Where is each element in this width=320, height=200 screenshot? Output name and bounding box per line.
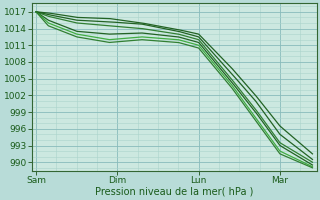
X-axis label: Pression niveau de la mer( hPa ): Pression niveau de la mer( hPa ) <box>95 187 253 197</box>
